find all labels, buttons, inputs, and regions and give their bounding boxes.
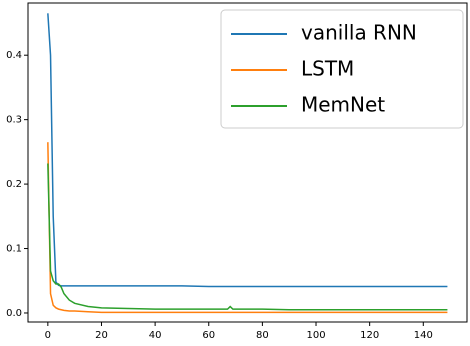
x-tick-label: 60 <box>202 330 215 341</box>
y-tick-label: 0.1 <box>6 244 22 255</box>
x-tick-label: 40 <box>149 330 162 341</box>
y-tick-label: 0.0 <box>6 308 22 319</box>
y-tick-label: 0.2 <box>6 179 22 190</box>
plot-frame <box>27 2 468 323</box>
legend-label: vanilla RNN <box>301 21 417 45</box>
x-tick-label: 20 <box>95 330 108 341</box>
x-tick-label: 140 <box>414 330 433 341</box>
y-tick-label: 0.3 <box>6 115 22 126</box>
x-tick-label: 120 <box>360 330 379 341</box>
y-tick-label: 0.4 <box>6 50 22 61</box>
line <box>47 142 448 314</box>
x-tick-label: 0 <box>45 330 51 341</box>
legend-label: MemNet <box>301 93 385 117</box>
legend-label: LSTM <box>301 57 354 81</box>
line <box>47 163 448 311</box>
x-tick-label: 80 <box>256 330 269 341</box>
legend-box <box>220 9 464 129</box>
x-tick-label: 100 <box>306 330 325 341</box>
